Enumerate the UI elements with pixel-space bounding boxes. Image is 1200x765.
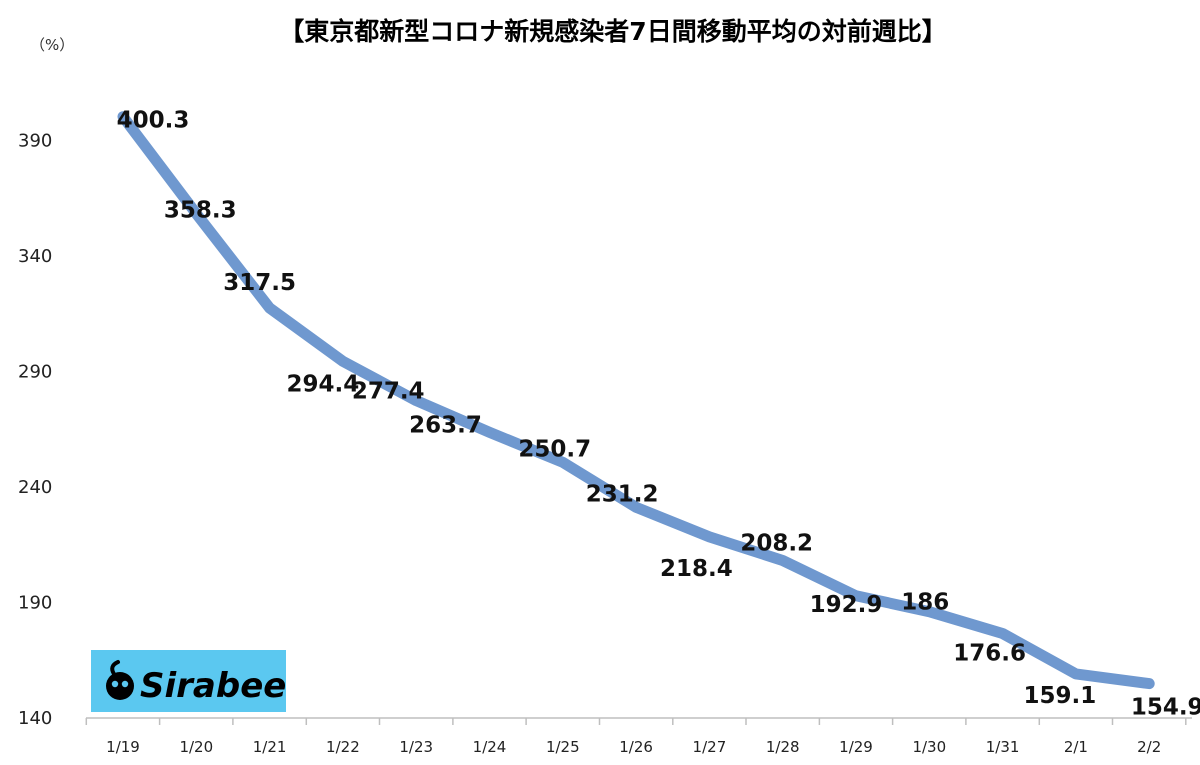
data-label: 208.2 [740, 531, 813, 557]
data-point [707, 534, 712, 539]
x-tick-label: 1/31 [986, 738, 1020, 756]
x-tick-label: 1/25 [546, 738, 580, 756]
data-point [414, 398, 419, 403]
data-point [121, 114, 125, 119]
data-label: 277.4 [352, 379, 425, 405]
y-tick-label: 340 [18, 246, 52, 267]
data-point [634, 505, 639, 510]
x-tick-label: 1/21 [253, 738, 287, 756]
x-tick-label: 1/19 [106, 738, 140, 756]
series-line [117, 111, 1155, 690]
data-label: 186 [901, 590, 949, 616]
data-point [1000, 631, 1005, 636]
data-point [560, 460, 565, 465]
data-point [340, 359, 345, 364]
data-label: 400.3 [117, 108, 190, 134]
data-label: 231.2 [586, 481, 659, 507]
x-tick-label: 1/26 [619, 738, 653, 756]
logo-mascot-icon [106, 660, 134, 700]
data-label: 358.3 [164, 198, 237, 224]
x-tick-label: 1/20 [179, 738, 213, 756]
x-tick-label: 2/2 [1137, 738, 1161, 756]
data-point [267, 306, 272, 310]
data-label: 317.5 [223, 270, 296, 296]
sirabee-logo: Sirabee [91, 650, 286, 712]
data-point [780, 558, 785, 563]
data-label: 218.4 [660, 556, 733, 582]
data-point [194, 211, 199, 216]
x-tick-label: 1/23 [399, 738, 433, 756]
data-points [121, 114, 1152, 686]
data-point [1147, 681, 1152, 686]
y-tick-label: 190 [18, 593, 52, 614]
y-tick-label: 240 [18, 477, 52, 498]
y-axis: 140 190 240 290 340 390 [18, 131, 52, 730]
x-tick-label: 1/27 [693, 738, 727, 756]
x-tick-label: 2/1 [1064, 738, 1088, 756]
x-tick-label: 1/24 [473, 738, 507, 756]
y-tick-label: 290 [18, 362, 52, 383]
x-tick-label: 1/22 [326, 738, 360, 756]
x-tick-label: 1/30 [912, 738, 946, 756]
data-label: 176.6 [953, 641, 1026, 667]
data-label: 192.9 [810, 592, 883, 618]
data-label: 263.7 [409, 412, 482, 438]
y-tick-label: 390 [18, 131, 52, 152]
data-label: 154.9 [1131, 695, 1200, 721]
x-axis: 1/19 1/20 1/21 1/22 1/23 1/24 1/25 1/26 1/27 1/28… [85, 718, 1187, 756]
y-tick-label: 140 [18, 708, 52, 729]
data-label: 250.7 [518, 436, 591, 462]
x-tick-label: 1/28 [766, 738, 800, 756]
data-point [927, 609, 932, 614]
data-label: 294.4 [287, 371, 360, 397]
data-point [487, 430, 492, 435]
data-label: 159.1 [1024, 683, 1097, 709]
data-point [1073, 671, 1078, 676]
logo-text: Sirabee [140, 666, 286, 706]
data-point [854, 593, 858, 598]
x-tick-label: 1/29 [839, 738, 873, 756]
chart-title: 【東京都新型コロナ新規感染者7日間移動平均の対前週比】 [279, 17, 946, 46]
y-unit-label: （%） [30, 36, 74, 54]
